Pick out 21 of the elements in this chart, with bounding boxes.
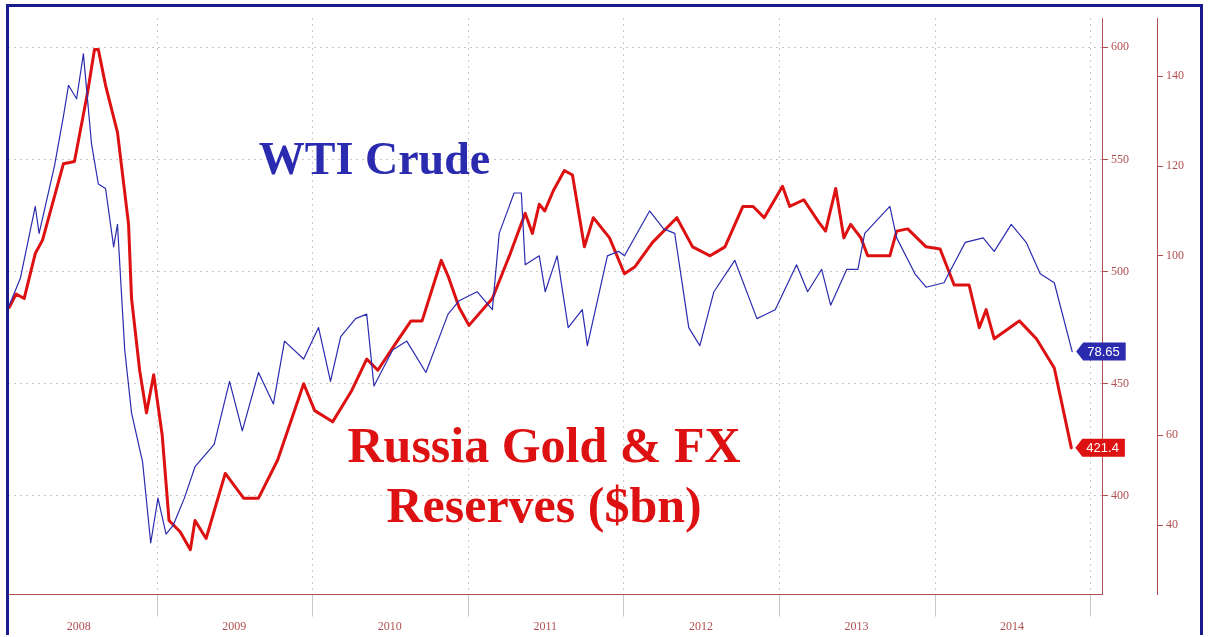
y-tick-label: 450: [1111, 375, 1129, 390]
x-tick-label: 2009: [222, 618, 247, 633]
data-label: 78.65: [1087, 344, 1120, 360]
y2-tick-label: 100: [1166, 247, 1184, 262]
x-tick-label: 2013: [844, 618, 869, 633]
y-tick-label: 550: [1111, 151, 1129, 166]
x-tick-label: 2011: [533, 618, 557, 633]
series-label: WTI Crude: [258, 133, 491, 185]
y-tick-label: 600: [1111, 39, 1129, 54]
y-tick-label: 400: [1111, 488, 1129, 503]
x-tick-label: 2014: [1000, 618, 1025, 633]
y2-tick-label: 40: [1166, 517, 1178, 532]
x-tick-label: 2008: [66, 618, 91, 633]
series-label: Russia Gold & FX Reserves ($bn): [347, 417, 741, 534]
y2-tick-label: 140: [1166, 68, 1184, 83]
y-tick-label: 500: [1111, 263, 1129, 278]
x-tick-label: 2012: [689, 618, 714, 633]
y2-tick-label: 60: [1166, 427, 1178, 442]
data-label: 421.4: [1086, 440, 1119, 456]
y2-tick-label: 120: [1166, 158, 1184, 173]
x-tick-label: 2010: [377, 618, 402, 633]
